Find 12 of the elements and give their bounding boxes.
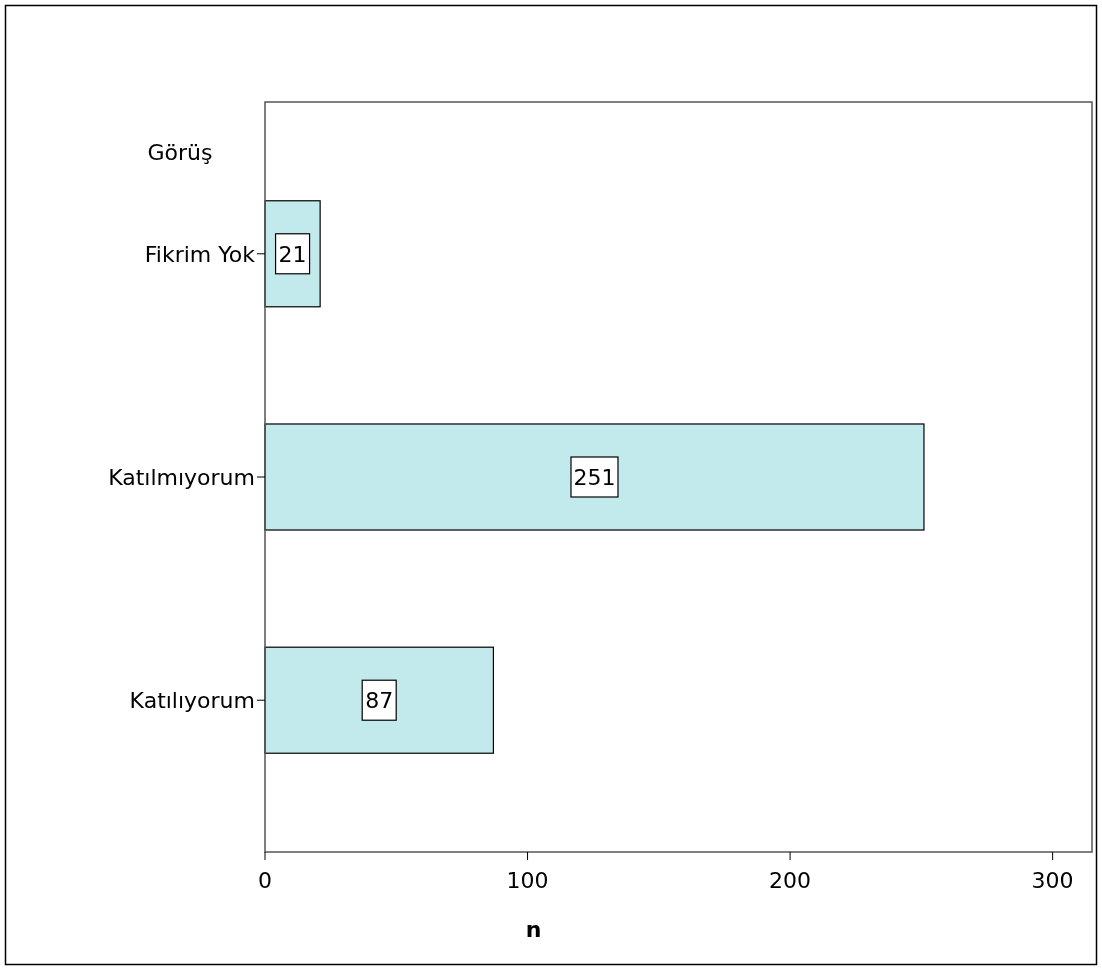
data-label: 21 — [278, 241, 307, 267]
x-tick-label: 300 — [1031, 868, 1074, 893]
x-axis-title: n — [525, 917, 542, 942]
data-label: 87 — [365, 688, 394, 714]
x-tick-label: 200 — [769, 868, 812, 893]
data-label: 251 — [573, 465, 616, 490]
y-tick-label: Fikrim Yok — [144, 241, 256, 267]
x-tick-label: 0 — [258, 868, 272, 893]
y-tick-label: Katılıyorum — [129, 688, 255, 714]
y-axis-title: Görüş — [147, 140, 213, 165]
y-tick-label: Katılmıyorum — [108, 465, 255, 490]
x-tick-label: 100 — [506, 868, 549, 893]
